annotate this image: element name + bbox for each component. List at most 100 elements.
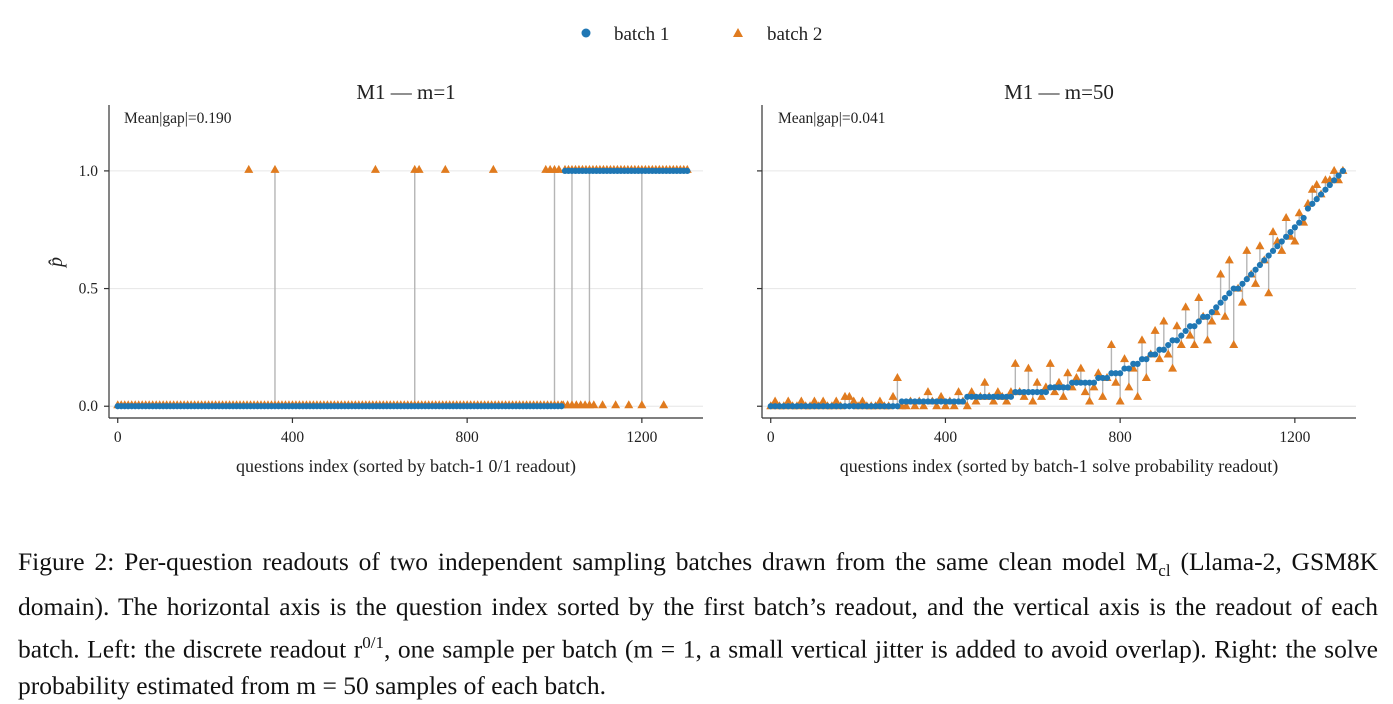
point-batch-1 [1317,191,1325,198]
point-batch-1 [1243,276,1250,283]
point-batch-1 [1103,374,1111,382]
point-batch-2 [637,400,647,409]
point-batch-2 [554,164,564,173]
point-batch-1 [1221,294,1229,302]
point-batch-2 [1237,297,1247,306]
point-batch-1 [806,403,814,410]
x-tick-label: 800 [1109,429,1133,446]
point-batch-2 [1141,372,1151,381]
point-batch-1 [789,403,796,410]
point-batch-1 [1055,384,1063,391]
point-batch-2 [919,401,929,410]
point-batch-2 [1307,184,1317,193]
point-batch-1 [684,167,691,174]
point-batch-2 [1050,387,1060,396]
point-batch-1 [1213,304,1220,311]
point-batch-2 [1181,302,1191,311]
point-batch-1 [1034,389,1041,396]
point-batch-2 [1203,335,1212,344]
point-batch-2 [888,391,898,400]
point-batch-2 [818,396,828,405]
point-batch-1 [1138,356,1146,363]
point-batch-1 [1230,285,1237,292]
point-batch-1 [1082,379,1089,386]
point-batch-1 [955,398,962,405]
legend-label-batch-2: batch 2 [767,24,822,45]
point-batch-1 [1182,327,1189,335]
point-batch-2 [1268,227,1278,236]
grid-right [762,170,1356,407]
panel-title-right: M1 — m=50 [1004,80,1114,104]
point-batch-1 [1069,379,1076,386]
point-batch-2 [1159,316,1169,325]
point-batch-2 [244,164,254,173]
point-batch-1 [824,403,831,410]
point-batch-2 [598,400,608,409]
annotation-left: Mean|gap|=0.190 [124,110,232,127]
point-batch-2 [1054,377,1064,386]
figure-canvas: batch 1 batch 2 M1 — m=1 Mean|gap|=0.190… [45,24,1356,477]
point-batch-1 [1007,393,1015,400]
point-batch-1 [1339,167,1346,174]
y-tick-label: 0.5 [79,281,99,298]
x-tick-label: 0 [114,429,122,446]
point-batch-1 [815,403,822,410]
point-batch-1 [951,398,958,405]
point-batch-2 [1163,349,1173,358]
point-batch-1 [833,403,840,410]
point-batch-1 [981,393,988,400]
panel-left: M1 — m=1 Mean|gap|=0.190 p̂ questions in… [45,80,703,477]
x-axis-label-right: questions index (sorted by batch-1 solve… [840,456,1278,477]
point-batch-1 [1278,238,1285,245]
point-batch-1 [785,403,792,410]
point-batch-2 [1023,363,1033,372]
point-batch-1 [885,403,892,410]
point-batch-1 [1322,186,1329,193]
point-batch-2 [831,396,841,405]
point-batch-2 [1085,396,1095,405]
point-batch-1 [828,403,835,410]
point-batch-1 [1304,205,1312,212]
point-batch-1 [1025,389,1032,396]
point-batch-1 [1248,271,1255,278]
point-batch-2 [1063,368,1073,377]
point-batch-2 [971,396,981,405]
point-batch-2 [1194,292,1204,301]
point-batch-2 [1080,387,1090,396]
point-batch-1 [889,403,897,410]
point-batch-1 [1291,224,1298,231]
x-axis-label-left: questions index (sorted by batch-1 0/1 r… [236,456,576,477]
y-tick-label: 0.0 [79,398,99,415]
point-batch-2 [923,387,933,396]
point-batch-1 [776,403,783,410]
x-tick-label: 1200 [626,429,657,446]
point-batch-1 [1156,346,1163,353]
caption-line-1: Figure 2: Per-question readouts of two i… [18,547,1159,576]
point-batch-2 [1111,377,1121,386]
point-batch-2 [1242,245,1252,254]
point-batch-1 [1191,323,1198,330]
point-batch-1 [854,403,862,410]
caption-line-4: vertical jitter is added to avoid overla… [18,634,1378,700]
point-batch-1 [1296,219,1303,226]
point-batch-1 [920,398,927,405]
point-batch-1 [1326,181,1333,189]
point-batch-2 [901,401,911,410]
point-batch-2 [1120,354,1130,363]
point-batch-1 [1265,252,1272,259]
point-batch-1 [964,393,971,400]
point-batch-2 [962,401,972,410]
point-batch-1 [1331,177,1338,184]
grid-left [109,170,703,407]
point-batch-1 [959,398,967,405]
point-batch-1 [859,403,866,410]
point-batch-1 [846,403,853,410]
point-batch-2 [1185,330,1195,339]
point-batch-2 [1264,288,1274,297]
point-batch-1 [994,393,1001,400]
point-batch-1 [1117,370,1124,377]
point-batch-2 [783,396,793,405]
point-batch-2 [1002,396,1012,405]
point-batch-1 [990,393,997,400]
point-batch-1 [1217,299,1224,306]
